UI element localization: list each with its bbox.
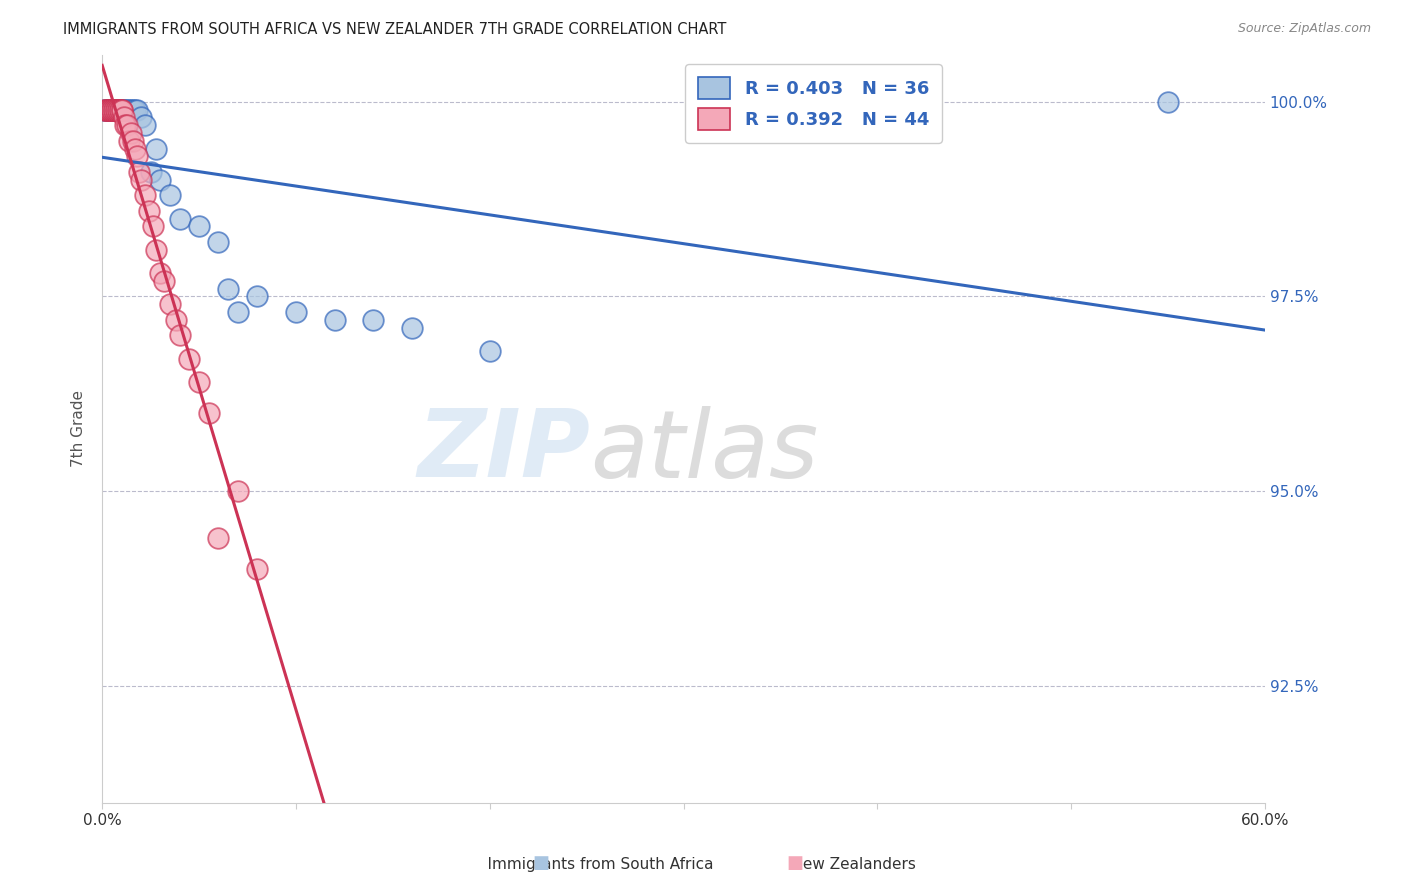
Point — [169, 211, 191, 226]
Text: Immigrants from South Africa: Immigrants from South Africa — [468, 857, 713, 872]
Point — [153, 274, 176, 288]
Point — [112, 103, 135, 117]
Point — [98, 103, 121, 117]
Point — [134, 118, 156, 132]
Point — [110, 103, 132, 117]
Point — [139, 165, 162, 179]
Point — [159, 297, 181, 311]
Y-axis label: 7th Grade: 7th Grade — [72, 391, 86, 467]
Point — [108, 103, 131, 117]
Text: New Zealanders: New Zealanders — [772, 857, 915, 872]
Point — [104, 103, 127, 117]
Point — [103, 103, 125, 117]
Point — [285, 305, 308, 319]
Point — [179, 351, 201, 366]
Point — [1157, 95, 1180, 109]
Point — [94, 103, 117, 117]
Point — [117, 103, 139, 117]
Point — [401, 320, 423, 334]
Point — [93, 103, 115, 117]
Point — [128, 165, 150, 179]
Point — [93, 103, 115, 117]
Point — [226, 484, 249, 499]
Point — [120, 103, 142, 117]
Point — [98, 103, 121, 117]
Point — [124, 103, 146, 117]
Point — [110, 103, 132, 117]
Point — [94, 103, 117, 117]
Point — [478, 343, 501, 358]
Point — [94, 103, 117, 117]
Text: atlas: atlas — [591, 406, 818, 497]
Point — [97, 103, 120, 117]
Point — [129, 172, 152, 186]
Point — [107, 103, 129, 117]
Point — [159, 188, 181, 202]
Point — [127, 149, 149, 163]
Point — [165, 313, 187, 327]
Point — [97, 103, 120, 117]
Point — [145, 142, 167, 156]
Text: ZIP: ZIP — [418, 405, 591, 497]
Point — [127, 103, 149, 117]
Point — [188, 375, 211, 389]
Point — [112, 111, 135, 125]
Point — [246, 289, 269, 303]
Point — [169, 328, 191, 343]
Point — [107, 103, 129, 117]
Point — [108, 103, 131, 117]
Point — [118, 103, 141, 117]
Point — [104, 103, 127, 117]
Point — [207, 531, 229, 545]
Point — [101, 103, 124, 117]
Point — [134, 188, 156, 202]
Point — [114, 118, 136, 132]
Text: ■: ■ — [533, 855, 550, 872]
Text: ■: ■ — [786, 855, 803, 872]
Point — [138, 203, 160, 218]
Point — [149, 266, 172, 280]
Point — [103, 103, 125, 117]
Point — [101, 103, 124, 117]
Point — [246, 562, 269, 576]
Point — [120, 126, 142, 140]
Point — [188, 219, 211, 234]
Point — [363, 313, 385, 327]
Point — [103, 103, 125, 117]
Point — [323, 313, 346, 327]
Point — [107, 103, 129, 117]
Point — [226, 305, 249, 319]
Point — [142, 219, 165, 234]
Point — [207, 235, 229, 249]
Point — [110, 103, 132, 117]
Point — [104, 103, 127, 117]
Point — [122, 103, 145, 117]
Point — [97, 103, 120, 117]
Point — [145, 243, 167, 257]
Point — [149, 172, 172, 186]
Point — [114, 103, 136, 117]
Point — [98, 103, 121, 117]
Text: IMMIGRANTS FROM SOUTH AFRICA VS NEW ZEALANDER 7TH GRADE CORRELATION CHART: IMMIGRANTS FROM SOUTH AFRICA VS NEW ZEAL… — [63, 22, 727, 37]
Point — [122, 134, 145, 148]
Point — [129, 111, 152, 125]
Text: Source: ZipAtlas.com: Source: ZipAtlas.com — [1237, 22, 1371, 36]
Point — [197, 406, 219, 420]
Point — [217, 282, 239, 296]
Legend: R = 0.403   N = 36, R = 0.392   N = 44: R = 0.403 N = 36, R = 0.392 N = 44 — [685, 64, 942, 143]
Point — [108, 103, 131, 117]
Point — [117, 118, 139, 132]
Point — [124, 142, 146, 156]
Point — [118, 134, 141, 148]
Point — [101, 103, 124, 117]
